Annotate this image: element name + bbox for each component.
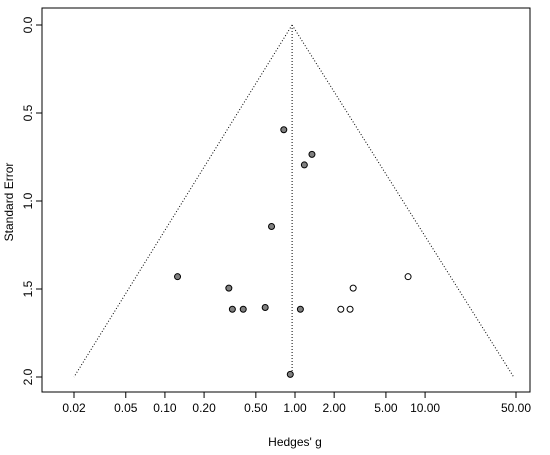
observed-study-point bbox=[300, 161, 308, 169]
observed-study-point bbox=[280, 126, 288, 134]
x-axis: 0.02 0.05 0.10 0.20 0.50 1.00 2.00 5.00 10.00 50.… bbox=[62, 391, 531, 415]
observed-study-point bbox=[261, 303, 269, 311]
x-tick-label: 2.00 bbox=[322, 401, 346, 415]
x-axis-label: Hedges' g bbox=[268, 435, 322, 449]
y-axis-label: Standard Error bbox=[2, 163, 16, 242]
x-tick-label: 10.00 bbox=[410, 401, 440, 415]
x-tick-label: 0.02 bbox=[62, 401, 86, 415]
x-tick-label: 5.00 bbox=[374, 401, 398, 415]
observed-study-point bbox=[225, 284, 233, 292]
y-axis: 0.0 0.5 1.0 1.5 2.0 bbox=[21, 16, 43, 385]
y-tick-label: 1.0 bbox=[21, 192, 35, 209]
data-points bbox=[174, 126, 412, 378]
observed-study-point bbox=[296, 305, 304, 313]
y-tick-label: 1.5 bbox=[21, 280, 35, 297]
x-tick-label: 0.10 bbox=[153, 401, 177, 415]
y-tick-label: 0.0 bbox=[21, 16, 35, 33]
observed-study-point bbox=[286, 370, 294, 378]
y-tick-label: 2.0 bbox=[21, 368, 35, 385]
imputed-study-point bbox=[337, 305, 345, 313]
funnel-left-line bbox=[73, 24, 293, 378]
plot-border bbox=[41, 7, 531, 393]
x-tick-label: 50.00 bbox=[501, 401, 531, 415]
imputed-study-point bbox=[404, 273, 412, 281]
x-tick-label: 0.50 bbox=[244, 401, 268, 415]
imputed-study-point bbox=[346, 305, 354, 313]
x-tick-label: 0.05 bbox=[114, 401, 138, 415]
observed-study-point bbox=[174, 273, 182, 281]
plot-frame bbox=[41, 7, 531, 393]
funnel-lines bbox=[73, 24, 515, 378]
funnel-right-line bbox=[291, 24, 515, 378]
imputed-study-point bbox=[349, 284, 357, 292]
observed-study-point bbox=[228, 305, 236, 313]
observed-study-point bbox=[308, 150, 316, 158]
observed-study-point bbox=[239, 305, 247, 313]
x-tick-label: 0.20 bbox=[192, 401, 216, 415]
observed-study-point bbox=[268, 223, 276, 231]
x-tick-label: 1.00 bbox=[283, 401, 307, 415]
y-tick-label: 0.5 bbox=[21, 104, 35, 121]
